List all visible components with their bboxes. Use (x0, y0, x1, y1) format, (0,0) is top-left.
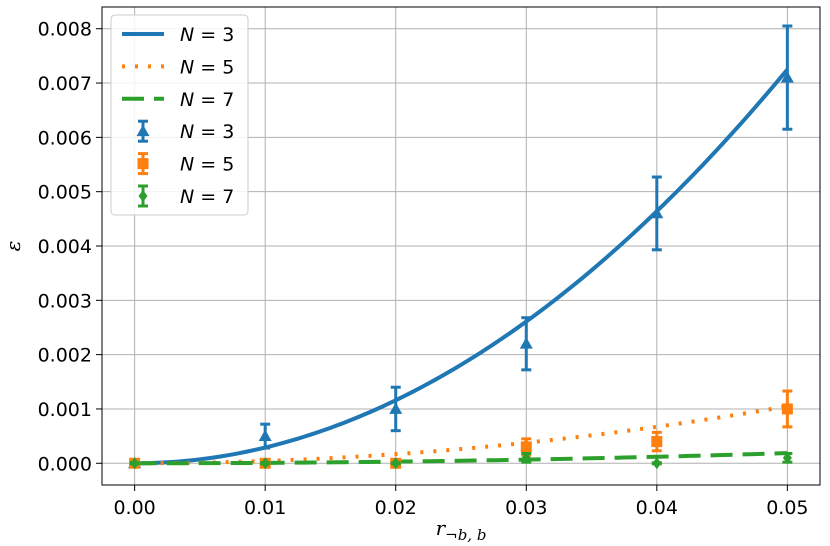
x-tick-label: 0.04 (636, 497, 678, 519)
y-tick-label: 0.000 (38, 453, 92, 475)
legend-label: N = 7 (180, 89, 234, 111)
legend-marker (138, 190, 148, 202)
x-axis-label: r¬b, b (436, 516, 487, 544)
data-point-n=3 (258, 429, 272, 441)
data-point-n=5 (781, 403, 793, 415)
y-tick-label: 0.001 (38, 399, 92, 421)
series-layer (128, 24, 794, 470)
legend-marker (136, 124, 150, 137)
y-tick-label: 0.003 (38, 290, 92, 312)
data-point-n=7 (652, 457, 662, 470)
x-tick-label: 0.01 (244, 497, 286, 519)
data-point-n=7 (260, 457, 270, 470)
data-point-n=7 (391, 457, 401, 470)
y-tick-label: 0.004 (38, 236, 92, 258)
y-tick-label: 0.006 (38, 127, 92, 149)
data-point-n=7 (521, 451, 531, 464)
data-point-n=3 (780, 71, 794, 83)
fit-line-n=3 (134, 68, 789, 466)
y-tick-label: 0.008 (38, 19, 92, 41)
legend: N = 3 N = 5 N = 7 N = 3 N = 5 N = 7 (110, 14, 249, 216)
fit-line-n=5 (134, 404, 788, 466)
legend-label: N = 3 (180, 24, 234, 46)
data-point-n=5 (520, 441, 532, 453)
x-tick-label: 0.05 (766, 497, 808, 519)
data-point-n=7 (782, 451, 792, 464)
ticks-layer: 0.00 0.01 0.02 0.03 0.04 0.05 0.000 0.001 0.002 0… (38, 19, 809, 519)
legend-label: N = 5 (180, 154, 234, 176)
x-tick-label: 0.03 (505, 497, 547, 519)
y-tick-label: 0.007 (38, 73, 92, 95)
y-tick-label: 0.005 (38, 182, 92, 204)
data-point-n=7 (130, 457, 140, 470)
legend-label: N = 5 (180, 56, 234, 78)
data-point-n=5 (651, 436, 663, 448)
data-point-n=3 (519, 337, 533, 349)
x-tick-label: 0.00 (113, 497, 155, 519)
legend-marker (137, 158, 149, 170)
y-tick-label: 0.002 (38, 345, 92, 367)
fit-line-n=7 (134, 451, 788, 466)
y-axis-label: ε (1, 241, 25, 252)
legend-label: N = 7 (180, 186, 234, 208)
x-tick-label: 0.02 (375, 497, 417, 519)
data-point-n=3 (389, 402, 403, 414)
legend-label: N = 3 (180, 121, 234, 143)
data-point-n=3 (650, 206, 664, 219)
